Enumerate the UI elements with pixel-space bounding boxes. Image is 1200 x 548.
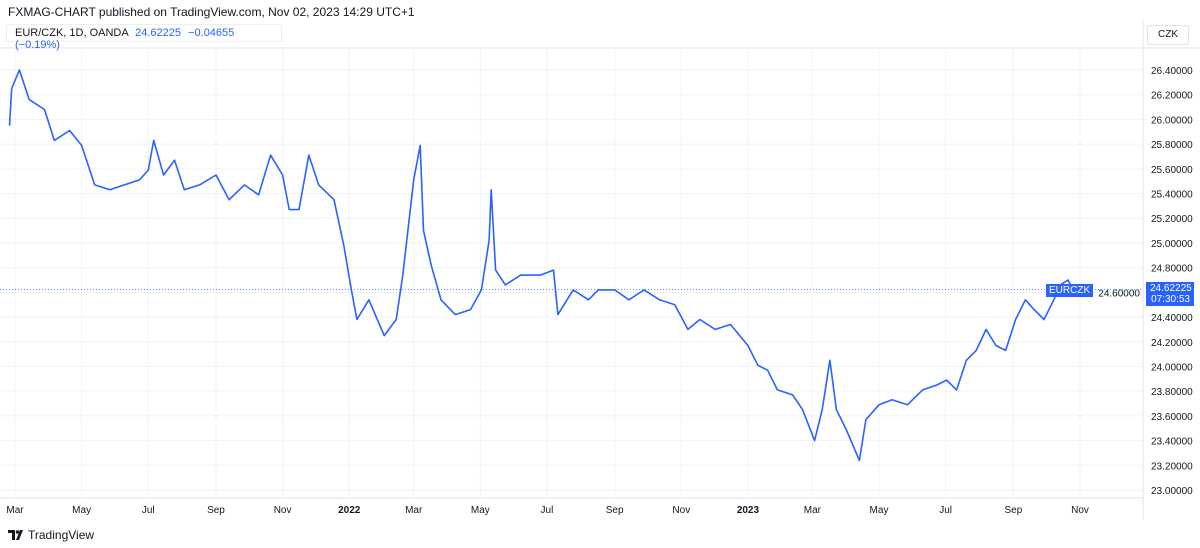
- symbol-legend: EUR/CZK, 1D, OANDA 24.62225 −0.04655 (−0…: [6, 24, 282, 51]
- x-tick-label: Jul: [541, 505, 554, 516]
- y-tick-label: 24.60000: [1098, 288, 1140, 299]
- y-tick-label: 24.40000: [1151, 313, 1193, 324]
- last-price-label: 24.62225 07:30:53: [1146, 282, 1194, 306]
- x-tick-label: Nov: [1071, 505, 1089, 516]
- y-tick-label: 25.00000: [1151, 239, 1193, 250]
- eurczk-price-line: [8, 69, 1082, 462]
- x-tick-label: May: [72, 505, 91, 516]
- y-tick-label: 23.20000: [1151, 461, 1193, 472]
- x-tick-label: Sep: [1004, 505, 1022, 516]
- y-tick-label: 23.80000: [1151, 387, 1193, 398]
- x-tick-label: Mar: [804, 505, 822, 516]
- legend-price: 24.62225: [135, 27, 182, 39]
- x-tick-label: Nov: [274, 505, 292, 516]
- y-tick-label: 26.00000: [1151, 115, 1193, 126]
- y-tick-label: 26.20000: [1151, 91, 1193, 102]
- y-tick-label: 23.60000: [1151, 412, 1193, 423]
- x-tick-label: Jul: [939, 505, 952, 516]
- legend-change: −0.04655 (−0.19%): [15, 27, 235, 51]
- logo-text: TradingView: [28, 528, 95, 542]
- y-tick-label: 25.20000: [1151, 214, 1193, 225]
- y-tick-label: 26.40000: [1151, 66, 1193, 77]
- y-tick-label: 25.80000: [1151, 140, 1193, 151]
- y-tick-label: 24.20000: [1151, 338, 1193, 349]
- x-tick-label: 2022: [338, 505, 361, 516]
- y-tick-label: 24.00000: [1151, 362, 1193, 373]
- tradingview-logo-icon: [8, 530, 23, 540]
- y-tick-label: 25.40000: [1151, 190, 1193, 201]
- x-tick-label: Jul: [142, 505, 155, 516]
- y-tick-label: 24.80000: [1151, 264, 1193, 275]
- y-tick-label: 23.00000: [1151, 486, 1193, 497]
- last-price: 24.62225: [1150, 283, 1192, 294]
- symbol-price-tag: EURCZK: [1046, 284, 1094, 297]
- legend-symbol: EUR/CZK, 1D, OANDA: [15, 27, 129, 39]
- currency-button[interactable]: CZK: [1147, 25, 1189, 45]
- x-tick-label: Nov: [672, 505, 690, 516]
- y-tick-label: 25.60000: [1151, 165, 1193, 176]
- x-tick-label: Sep: [606, 505, 624, 516]
- tradingview-logo[interactable]: TradingView: [8, 528, 94, 542]
- x-tick-label: Mar: [405, 505, 423, 516]
- x-tick-label: Mar: [6, 505, 24, 516]
- x-tick-label: May: [471, 505, 490, 516]
- x-tick-label: Sep: [207, 505, 225, 516]
- published-caption: FXMAG-CHART published on TradingView.com…: [8, 5, 415, 19]
- bar-countdown: 07:30:53: [1151, 294, 1190, 305]
- x-tick-label: 2023: [737, 505, 760, 516]
- x-tick-label: May: [870, 505, 889, 516]
- y-tick-label: 23.40000: [1151, 437, 1193, 448]
